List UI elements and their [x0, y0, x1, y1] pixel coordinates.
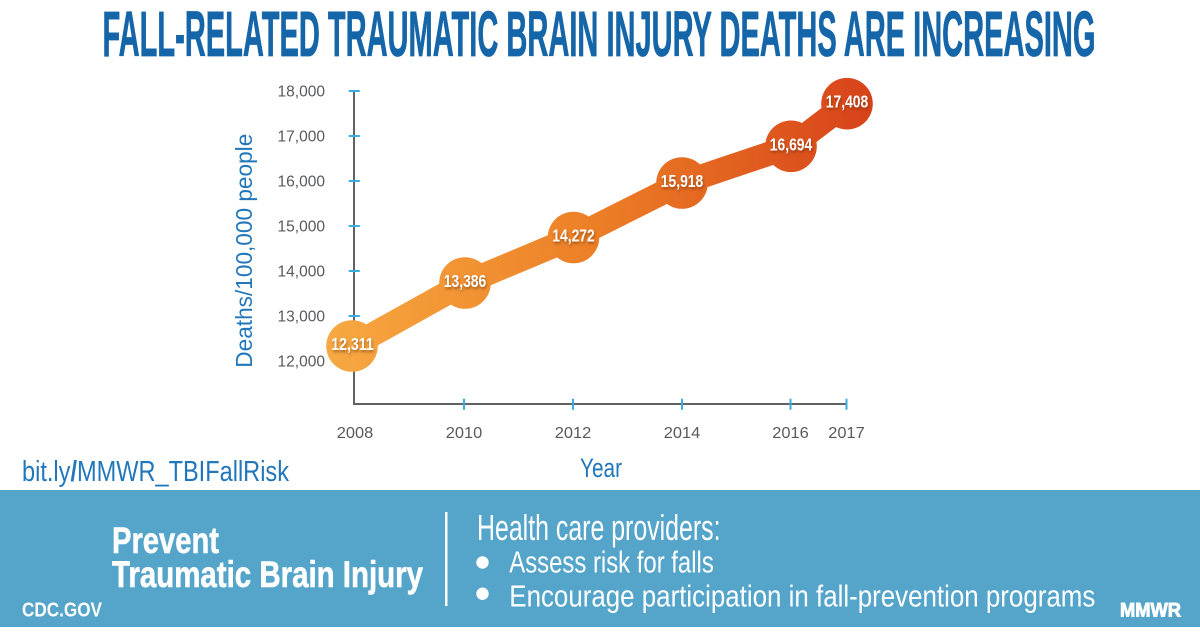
svg-text:13,386: 13,386 [444, 271, 487, 291]
svg-text:2017: 2017 [828, 425, 865, 442]
svg-text:2012: 2012 [555, 425, 592, 442]
svg-text:12,311: 12,311 [331, 334, 374, 354]
svg-text:Deaths/100,000 people: Deaths/100,000 people [231, 134, 257, 368]
svg-text:2014: 2014 [664, 425, 701, 442]
svg-text:Assess risk for falls: Assess risk for falls [509, 546, 714, 580]
svg-text:bit.ly/MMWR_TBIFallRisk: bit.ly/MMWR_TBIFallRisk [22, 456, 289, 488]
svg-text:CDC.GOV: CDC.GOV [22, 599, 102, 622]
svg-text:Prevent: Prevent [112, 520, 219, 561]
svg-text:18,000: 18,000 [278, 84, 326, 101]
svg-text:16,000: 16,000 [278, 174, 326, 191]
svg-text:FALL-RELATED TRAUMATIC BRAIN I: FALL-RELATED TRAUMATIC BRAIN INJURY DEAT… [103, 0, 1096, 70]
svg-text:17,000: 17,000 [278, 129, 326, 146]
svg-text:12,000: 12,000 [278, 354, 326, 371]
svg-text:14,272: 14,272 [552, 226, 595, 246]
svg-text:15,918: 15,918 [661, 171, 704, 191]
svg-text:2016: 2016 [772, 425, 809, 442]
svg-text:Traumatic Brain Injury: Traumatic Brain Injury [112, 554, 423, 595]
svg-text:17,408: 17,408 [826, 92, 869, 112]
svg-text:Encourage participation in fal: Encourage participation in fall-preventi… [509, 579, 1095, 613]
svg-text:16,694: 16,694 [770, 134, 813, 154]
svg-text:15,000: 15,000 [278, 219, 326, 236]
svg-text:13,000: 13,000 [278, 309, 326, 326]
svg-text:2008: 2008 [337, 425, 374, 442]
svg-text:14,000: 14,000 [278, 264, 326, 281]
svg-text:2010: 2010 [446, 425, 483, 442]
svg-text:Year: Year [580, 453, 622, 483]
svg-text:MMWR: MMWR [1120, 600, 1181, 622]
svg-text:Health care providers:: Health care providers: [477, 507, 721, 548]
